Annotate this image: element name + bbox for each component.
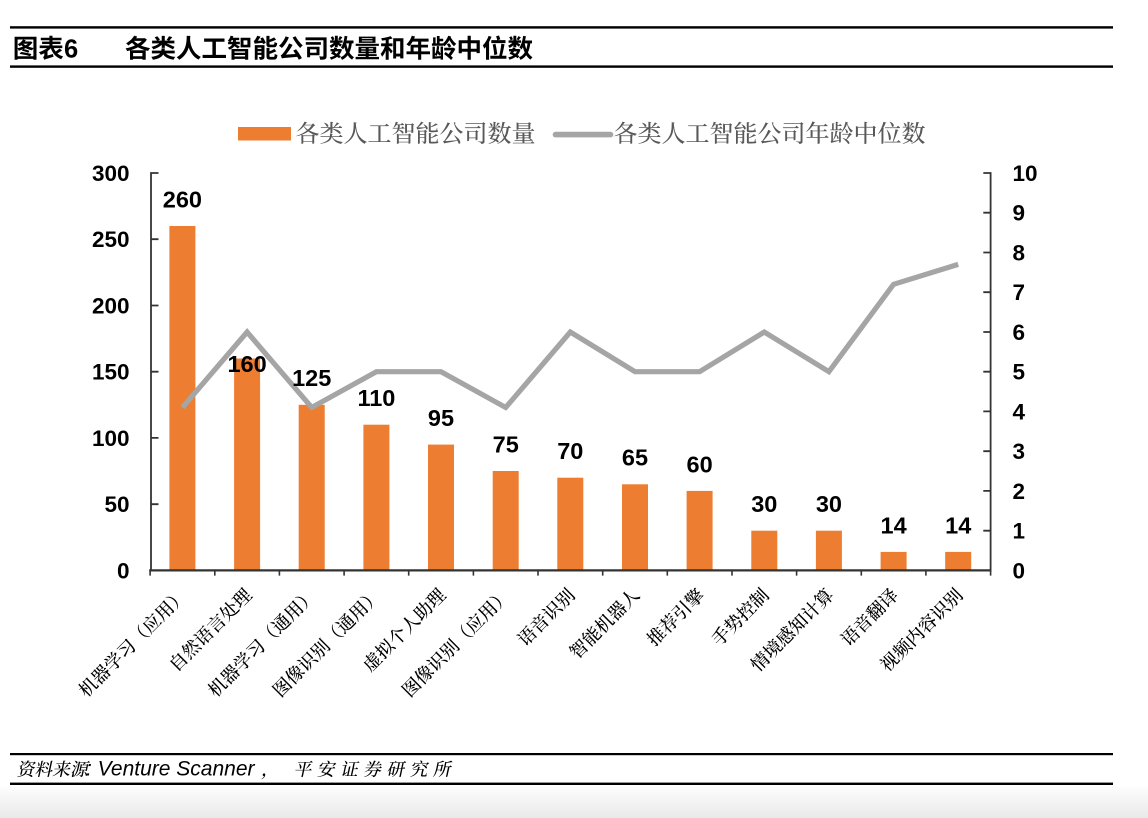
svg-text:150: 150 (92, 360, 130, 385)
svg-text:30: 30 (816, 491, 842, 517)
svg-text:70: 70 (557, 438, 583, 464)
svg-text:2: 2 (1013, 479, 1026, 504)
svg-text:9: 9 (1013, 201, 1026, 226)
svg-text:125: 125 (292, 365, 331, 391)
svg-text:160: 160 (227, 351, 266, 377)
svg-text:6: 6 (64, 36, 78, 64)
svg-text:300: 300 (92, 161, 130, 186)
svg-text:65: 65 (622, 445, 648, 471)
svg-text:4: 4 (1013, 399, 1026, 424)
svg-text:8: 8 (1013, 241, 1026, 266)
svg-text:1: 1 (1013, 519, 1026, 544)
svg-text:60: 60 (687, 451, 713, 477)
svg-text:3: 3 (1013, 439, 1026, 464)
svg-text:5: 5 (1013, 360, 1026, 385)
svg-text:260: 260 (163, 186, 202, 212)
svg-text:: Venture Scanner: : Venture Scanner (86, 758, 255, 781)
svg-text:75: 75 (493, 431, 519, 457)
svg-text:14: 14 (945, 512, 971, 538)
svg-text:50: 50 (104, 492, 129, 517)
svg-text:110: 110 (357, 385, 395, 411)
svg-text:0: 0 (117, 558, 130, 583)
svg-text:10: 10 (1013, 161, 1038, 186)
svg-text:0: 0 (1013, 558, 1026, 583)
svg-text:6: 6 (1013, 320, 1026, 345)
svg-text:95: 95 (428, 405, 454, 431)
svg-text:14: 14 (881, 512, 907, 538)
svg-text:100: 100 (92, 426, 130, 451)
svg-text:200: 200 (92, 294, 130, 319)
svg-text:7: 7 (1013, 280, 1026, 305)
svg-text:250: 250 (92, 227, 130, 252)
svg-text:30: 30 (751, 491, 777, 517)
